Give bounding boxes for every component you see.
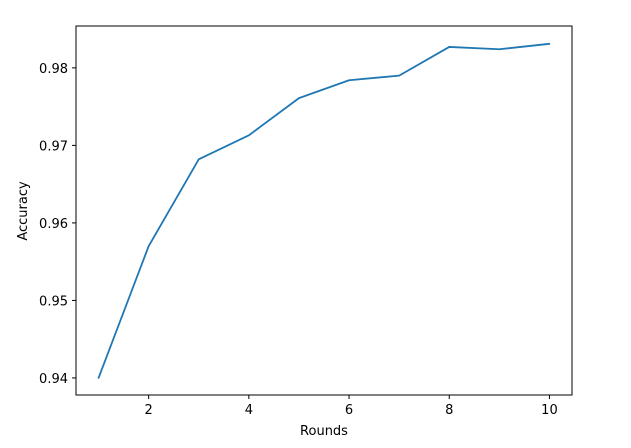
data-point bbox=[197, 158, 200, 161]
data-point bbox=[448, 46, 451, 48]
y-tick-label: 0.97 bbox=[39, 139, 68, 154]
y-tick-label: 0.94 bbox=[39, 372, 68, 387]
data-point bbox=[498, 48, 501, 51]
x-tick-label: 10 bbox=[541, 403, 558, 418]
x-tick-label: 6 bbox=[345, 403, 353, 418]
y-tick-label: 0.98 bbox=[39, 62, 68, 77]
x-tick-label: 8 bbox=[445, 403, 453, 418]
data-point bbox=[248, 134, 250, 137]
plot-area bbox=[75, 25, 573, 396]
data-point bbox=[348, 79, 350, 82]
x-tick-label: 4 bbox=[245, 403, 253, 418]
series-line bbox=[97, 42, 550, 379]
data-point bbox=[97, 377, 100, 379]
data-point bbox=[548, 43, 551, 45]
y-tick-label: 0.95 bbox=[39, 294, 68, 309]
data-point bbox=[398, 74, 400, 77]
x-axis-ticks: 2 4 6 8 10 bbox=[145, 395, 558, 418]
x-axis-label: Rounds bbox=[300, 424, 348, 439]
series-layer bbox=[97, 42, 551, 379]
data-point bbox=[298, 97, 300, 99]
x-tick-label: 2 bbox=[145, 403, 153, 418]
y-tick-label: 0.96 bbox=[39, 217, 68, 232]
y-axis-ticks: 0.94 0.95 0.96 0.97 0.98 bbox=[39, 62, 76, 387]
y-axis-label: Accuracy bbox=[16, 181, 31, 241]
data-point bbox=[147, 245, 150, 247]
